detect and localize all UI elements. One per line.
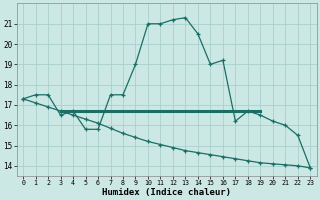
X-axis label: Humidex (Indice chaleur): Humidex (Indice chaleur) <box>102 188 231 197</box>
